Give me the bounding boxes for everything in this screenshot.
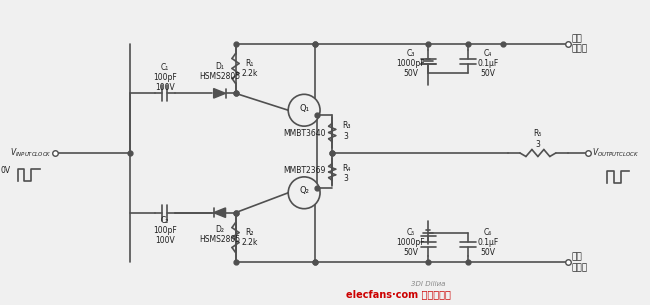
Text: Q₂: Q₂ [299, 186, 309, 195]
Text: R₄
3: R₄ 3 [342, 164, 350, 183]
Text: C₂
100pF
100V: C₂ 100pF 100V [153, 216, 177, 246]
Text: C₄
0.1μF
50V: C₄ 0.1μF 50V [478, 48, 499, 78]
Text: R₁
2.2k: R₁ 2.2k [241, 59, 257, 78]
Text: D₂
HSMS2805: D₂ HSMS2805 [199, 224, 240, 244]
Text: D₁
HSMS2805: D₁ HSMS2805 [199, 62, 240, 81]
Text: 3DI Diliиа: 3DI Diliиа [411, 281, 446, 287]
Polygon shape [214, 208, 226, 217]
Text: MMBT2369: MMBT2369 [283, 166, 325, 175]
Circle shape [288, 94, 320, 126]
Text: 0V: 0V [1, 166, 11, 175]
Text: $V_{INPUTCLOCK}$: $V_{INPUTCLOCK}$ [10, 147, 51, 159]
Text: Q₁: Q₁ [299, 104, 309, 113]
Text: $V_{OUTPUTCLOCK}$: $V_{OUTPUTCLOCK}$ [592, 147, 639, 159]
Text: MMBT3640: MMBT3640 [283, 129, 326, 138]
Polygon shape [214, 88, 226, 98]
Text: R₃
3: R₃ 3 [342, 121, 350, 141]
Text: C₅
1000pF
50V: C₅ 1000pF 50V [396, 228, 425, 257]
Text: C₃
1000pF
50V: C₃ 1000pF 50V [396, 48, 425, 78]
Text: elecfans·com 电子发烧友: elecfans·com 电子发烧友 [346, 289, 451, 299]
Circle shape [288, 177, 320, 209]
Text: C₁
100pF
100V: C₁ 100pF 100V [153, 63, 177, 92]
Text: C₆
0.1μF
50V: C₆ 0.1μF 50V [478, 228, 499, 257]
Text: 电平
转换高: 电平 转换高 [572, 34, 588, 53]
Text: R₂
2.2k: R₂ 2.2k [241, 228, 257, 247]
Text: 电平
转换低: 电平 转换低 [572, 253, 588, 272]
Text: R₅
3: R₅ 3 [534, 129, 542, 149]
